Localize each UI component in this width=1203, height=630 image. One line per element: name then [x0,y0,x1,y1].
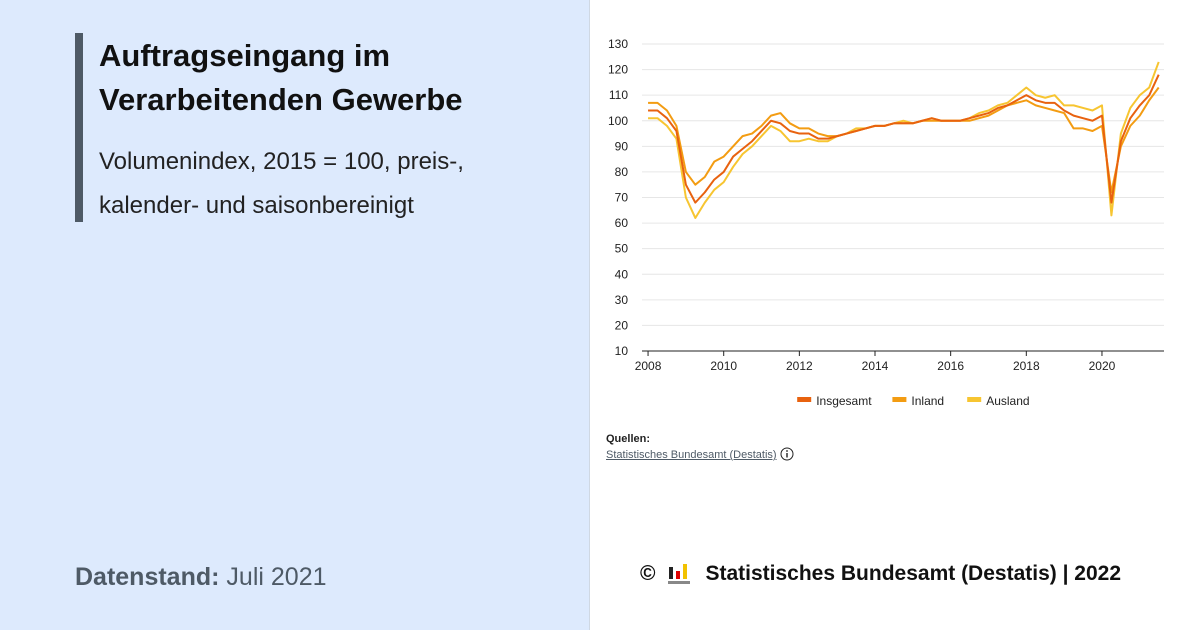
line-series [648,74,1160,204]
legend-label: Inland [911,394,944,408]
y-tick-label: 70 [615,191,629,205]
legend-label: Ausland [986,394,1029,408]
logo [668,564,691,584]
y-tick-label: 40 [615,267,629,281]
legend-label: Insgesamt [816,394,872,408]
legend-swatch [797,397,812,402]
y-tick-label: 110 [609,88,628,102]
x-tick-label: 2020 [1089,359,1116,373]
x-tick-label: 2014 [862,359,889,373]
y-tick-label: 130 [608,37,628,51]
legend-swatch [967,397,982,402]
y-tick-label: 80 [615,165,629,179]
source-link[interactable]: Statistisches Bundesamt (Destatis) [606,449,777,461]
data-status: Datenstand: Juli 2021 [75,563,327,592]
line-series [648,86,1160,194]
copyright: © [640,562,656,585]
chart: 10 20 30 40 50 60 70 80 90 100 110 120 130 2008 2010 20… [608,37,1164,408]
y-tick-label: 90 [615,139,629,153]
subtitle: Volumenindex, 2015 = 100, preis-, kalend… [99,148,464,219]
y-tick-label: 10 [615,344,629,358]
x-tick-label: 2008 [635,359,662,373]
sources-label: Quellen: [606,433,651,445]
y-tick-label: 20 [615,318,629,332]
y-tick-label: 50 [615,242,629,256]
status-label: Datenstand: [75,563,220,591]
title: Auftragseingang im Verarbeitenden Gewerb… [99,38,463,117]
footer: © Statistisches Bundesamt (Destatis) | 2… [640,562,1121,586]
y-tick-label: 60 [615,216,629,230]
status-value: Juli 2021 [226,563,327,591]
x-tick-label: 2018 [1013,359,1040,373]
y-tick-label: 30 [615,293,629,307]
info-icon[interactable] [780,447,794,461]
accent-bar [75,33,83,222]
sources: Quellen: Statistisches Bundesamt (Destat… [606,433,794,461]
footer-text: Statistisches Bundesamt (Destatis) | 202… [705,562,1122,585]
info-panel: Auftragseingang im Verarbeitenden Gewerb… [0,0,590,630]
x-tick-label: 2012 [786,359,813,373]
legend-swatch [892,397,907,402]
x-tick-label: 2016 [937,359,964,373]
y-tick-label: 120 [608,63,628,77]
y-tick-label: 100 [608,114,628,128]
x-tick-label: 2010 [710,359,737,373]
line-series [648,61,1160,219]
